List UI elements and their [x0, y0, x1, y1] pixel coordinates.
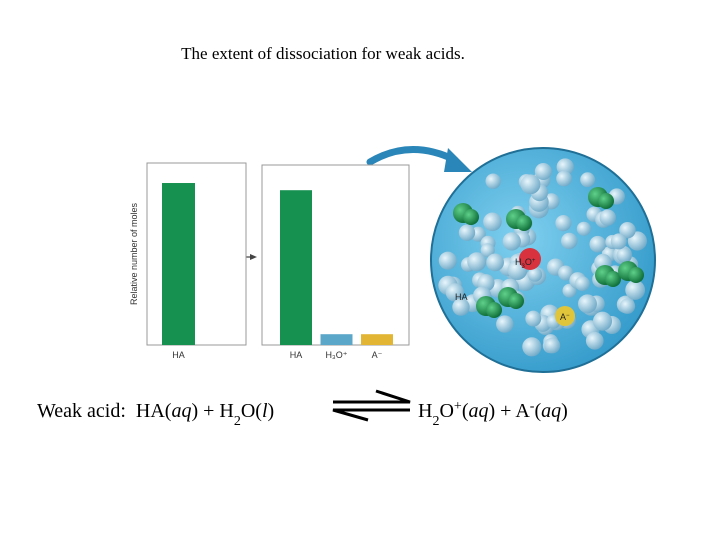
- label-text: HA: [455, 292, 468, 302]
- eq-superscript: -: [530, 399, 535, 414]
- equilibrium-arrows: [332, 389, 411, 422]
- eq-superscript: +: [454, 399, 462, 414]
- water-molecule: [556, 170, 572, 187]
- eq-subscript: 2: [432, 414, 439, 429]
- water-molecule: [576, 221, 591, 236]
- water-molecule: [544, 337, 561, 354]
- water-molecule: [445, 283, 464, 302]
- water-molecule: [485, 173, 501, 189]
- eq-text: O(: [241, 400, 262, 422]
- water-molecule: [589, 235, 607, 253]
- eq-text: (: [534, 400, 541, 422]
- eq-text: (: [462, 400, 469, 422]
- water-molecule: [486, 253, 504, 272]
- water-molecule: [534, 163, 552, 181]
- hydronium-label: H3O+: [515, 257, 536, 270]
- acid-molecule: [605, 271, 621, 287]
- eq-text: ): [268, 400, 275, 422]
- eq-text: l: [262, 400, 268, 422]
- eq-text: ) + H: [191, 400, 233, 422]
- eq-text: H: [418, 400, 432, 422]
- water-molecule: [527, 267, 543, 282]
- water-molecule: [619, 298, 636, 314]
- eq-text: Weak acid: HA(: [37, 400, 172, 422]
- hydronium-ion: [519, 248, 541, 270]
- water-molecule: [480, 243, 495, 258]
- water-molecule: [525, 310, 542, 327]
- eq-text: ) + A: [488, 400, 530, 422]
- water-molecule: [578, 294, 597, 314]
- acid-molecule: [598, 193, 614, 209]
- label-text: O: [525, 257, 532, 267]
- water-molecule: [452, 298, 470, 316]
- eq-subscript: 2: [234, 414, 241, 429]
- water-molecule: [483, 212, 502, 232]
- water-molecule: [467, 252, 487, 272]
- acid-molecule: [628, 267, 644, 283]
- water-molecule: [610, 233, 627, 250]
- water-molecule: [616, 247, 632, 263]
- acid-molecule: [516, 215, 532, 231]
- water-molecule: [574, 276, 590, 292]
- y-axis-label: Relative number of moles: [129, 202, 139, 305]
- equation-right: H2O+(aq) + A-(aq): [418, 399, 568, 429]
- water-molecule: [592, 311, 613, 331]
- x-tick-label: HA: [290, 350, 303, 360]
- x-tick-label: A⁻: [372, 350, 383, 360]
- water-molecule: [625, 280, 646, 300]
- water-molecule: [496, 315, 514, 333]
- water-molecule: [619, 221, 636, 239]
- acid-molecule: [486, 302, 502, 318]
- bar: [361, 334, 393, 345]
- molecular-view: H3O+HAA−: [430, 147, 656, 373]
- label-text: H: [515, 257, 522, 267]
- water-molecule: [438, 251, 457, 270]
- label-text: −: [566, 313, 570, 319]
- eq-text: aq: [468, 400, 488, 422]
- water-molecule: [580, 172, 596, 188]
- chart-frame: [146, 162, 247, 346]
- eq-text: ): [561, 400, 568, 422]
- anion-label: A−: [560, 312, 570, 322]
- water-molecule: [520, 174, 541, 195]
- water-molecule: [561, 232, 578, 250]
- title: The extent of dissociation for weak acid…: [181, 44, 465, 63]
- label-text: +: [532, 258, 536, 264]
- x-tick-label: H₃O⁺: [326, 350, 348, 360]
- eq-text: aq: [541, 400, 561, 422]
- anion: [555, 306, 575, 326]
- equation-left: Weak acid: HA(aq) + H2O(l): [37, 400, 274, 429]
- water-molecule: [599, 209, 616, 226]
- water-molecule: [502, 232, 521, 251]
- label-text: 3: [522, 264, 526, 270]
- bar: [162, 183, 195, 345]
- label-text: A: [560, 312, 566, 322]
- acid-molecule: [508, 293, 524, 309]
- water-molecule: [458, 224, 476, 241]
- water-molecule: [585, 331, 604, 350]
- eq-text: aq: [171, 400, 191, 422]
- water-molecule: [522, 337, 542, 357]
- x-tick-label: HA: [172, 350, 185, 360]
- water-molecule: [556, 158, 574, 176]
- water-molecule: [555, 214, 572, 232]
- acid-molecule: [463, 209, 479, 225]
- eq-text: O: [439, 400, 453, 422]
- bar: [280, 190, 312, 345]
- water-molecule: [558, 265, 574, 281]
- bar: [320, 334, 353, 345]
- curved-arrow: [366, 146, 472, 172]
- acid-label: HA: [455, 292, 468, 302]
